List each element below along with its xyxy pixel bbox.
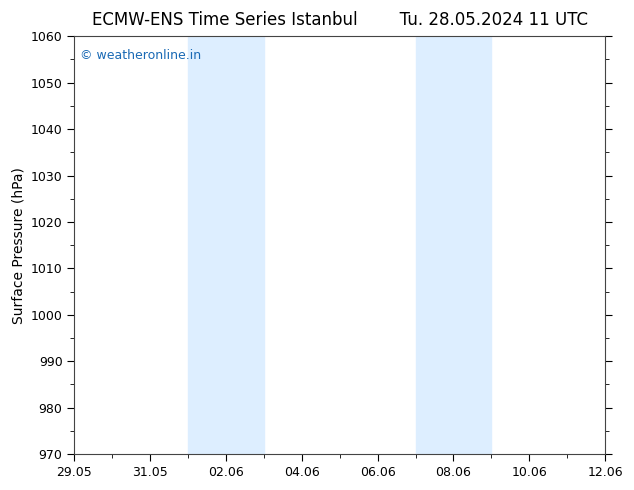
Title: ECMW-ENS Time Series Istanbul        Tu. 28.05.2024 11 UTC: ECMW-ENS Time Series Istanbul Tu. 28.05.…: [92, 11, 588, 29]
Bar: [415, 36, 491, 454]
Y-axis label: Surface Pressure (hPa): Surface Pressure (hPa): [11, 167, 25, 323]
Bar: [188, 36, 264, 454]
Text: © weatheronline.in: © weatheronline.in: [80, 49, 201, 62]
